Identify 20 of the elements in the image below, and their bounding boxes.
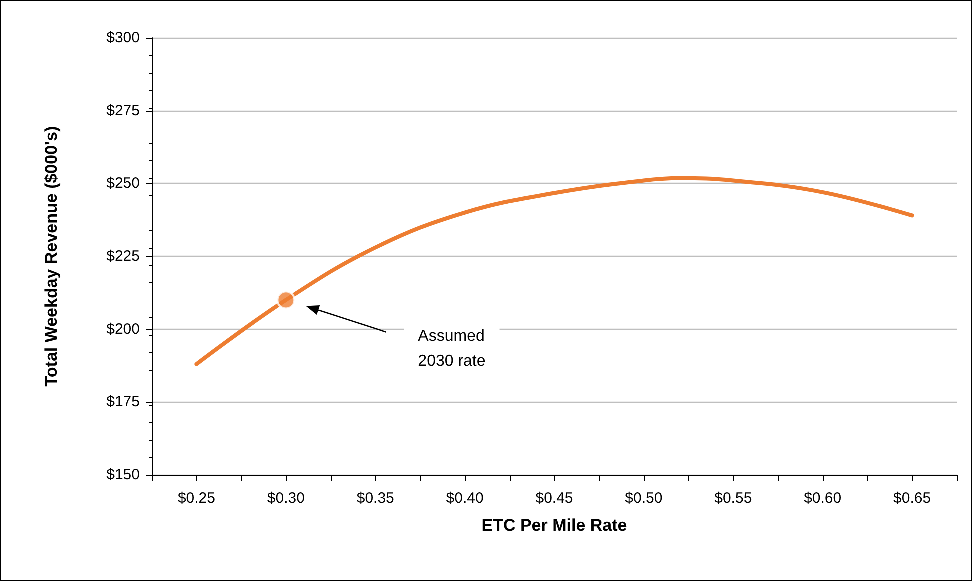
y-tick-label: $300 [106,30,140,46]
annotation: Assumed 2030 rate [418,328,486,370]
x-tick-label: $0.40 [446,490,484,507]
line-series [194,176,914,366]
x-tick-label: $0.50 [625,490,663,507]
y-tick-label: $175 [106,394,140,411]
x-tick-label: $0.25 [178,490,216,507]
y-tick-label: $250 [106,175,140,192]
x-tick-label: $0.35 [356,490,394,507]
y-tick-label: $200 [106,320,140,338]
x-tick-label: $0.60 [804,490,842,507]
x-tick-label: $0.65 [894,490,932,507]
y-tick-label: $150 [106,466,140,484]
y-tick-label: $275 [106,102,140,120]
x-tick-label: $0.30 [267,490,305,507]
x-axis-title: ETC Per Mile Rate [482,516,628,535]
y-axis-title: Total Weekday Revenue ($000's) [42,126,61,387]
x-tick-label: $0.55 [714,490,752,507]
y-tick-label: $225 [106,248,140,265]
x-tick-label: $0.45 [536,490,574,507]
